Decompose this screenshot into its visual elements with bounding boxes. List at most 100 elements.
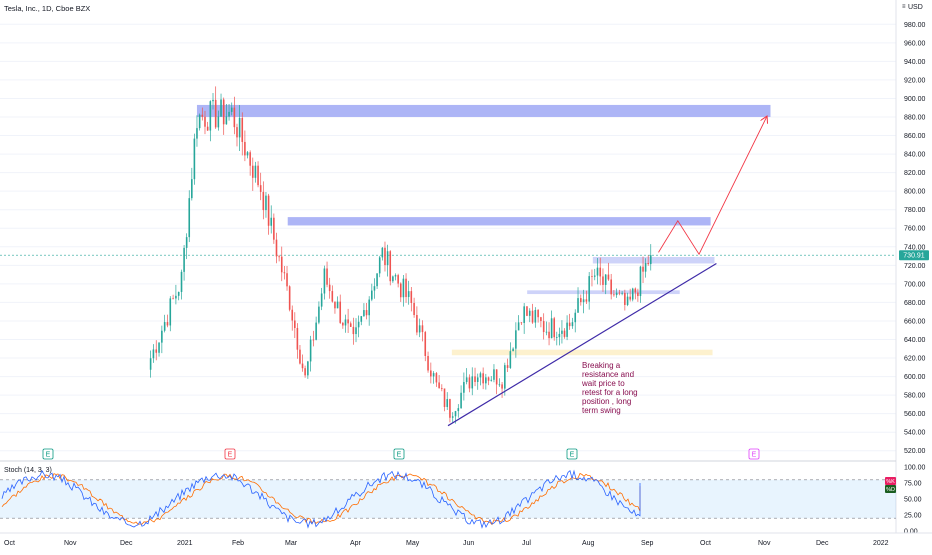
annotation-line: retest for a long bbox=[582, 388, 638, 397]
candle-body bbox=[251, 165, 254, 178]
candles-layer bbox=[149, 86, 652, 424]
candle-body bbox=[357, 321, 360, 328]
trendline[interactable] bbox=[447, 262, 717, 427]
candle-body bbox=[180, 271, 183, 292]
candle-body bbox=[407, 291, 410, 298]
time-label: Oct bbox=[700, 540, 711, 547]
price-axis[interactable]: 980.00 960.00 940.00 920.00 900.00 880.00 860.… bbox=[904, 22, 926, 455]
candle-body bbox=[158, 342, 160, 353]
candle-body bbox=[553, 318, 556, 338]
oscillator-tick: 50.00 bbox=[904, 497, 922, 504]
candle-body bbox=[644, 263, 647, 272]
candle-body bbox=[222, 99, 225, 125]
candle-body bbox=[363, 310, 365, 317]
oscillator-tick: 100.00 bbox=[904, 465, 926, 472]
earnings-marker-upcoming[interactable]: E bbox=[748, 448, 760, 460]
time-label: Feb bbox=[232, 540, 244, 547]
stoch-d-badge[interactable]: %D bbox=[885, 485, 896, 493]
settings-icon[interactable]: ≡ bbox=[902, 4, 906, 10]
annotation-line: wait price to bbox=[581, 379, 625, 388]
oscillator-axis[interactable]: 100.00 75.00 50.00 25.00 0.00 bbox=[904, 465, 926, 536]
time-axis[interactable]: Oct Nov Dec 2021 Feb Mar Apr May Jun Jul… bbox=[4, 540, 889, 547]
candle-body bbox=[602, 276, 604, 285]
candle-body bbox=[460, 392, 462, 409]
candle-body bbox=[294, 320, 296, 329]
candle-body bbox=[169, 298, 172, 326]
candle-body bbox=[318, 306, 320, 323]
oscillator-label[interactable]: Stoch (14, 3, 3) bbox=[4, 467, 52, 474]
candle-body bbox=[410, 291, 413, 303]
candle-body bbox=[471, 376, 474, 389]
event-label: E bbox=[46, 452, 51, 459]
candle-body bbox=[582, 299, 585, 303]
price-tick: 620.00 bbox=[904, 356, 926, 363]
candle-body bbox=[384, 247, 386, 266]
candle-body bbox=[542, 321, 545, 333]
stoch-k-tag: %K bbox=[886, 479, 895, 485]
earnings-marker[interactable]: E bbox=[42, 448, 54, 460]
earnings-marker[interactable]: E bbox=[566, 448, 578, 460]
candle-body bbox=[326, 268, 328, 285]
price-tick: 780.00 bbox=[904, 207, 926, 214]
resistance-zone bbox=[287, 217, 711, 226]
price-tick: 660.00 bbox=[904, 318, 926, 325]
candle-body bbox=[421, 325, 424, 333]
candle-body bbox=[349, 323, 352, 327]
candle-body bbox=[206, 126, 209, 131]
support-zone bbox=[451, 349, 713, 356]
candle-body bbox=[217, 116, 220, 128]
price-tick: 720.00 bbox=[904, 263, 926, 270]
candle-body bbox=[591, 276, 593, 277]
annotation-note[interactable]: Breaking a resistance and wait price to … bbox=[581, 361, 640, 415]
candle-body bbox=[490, 379, 493, 381]
candle-body bbox=[465, 377, 468, 383]
candle-body bbox=[336, 301, 339, 309]
symbol-title[interactable]: Tesla, Inc., 1D, Cboe BZX bbox=[4, 4, 90, 13]
candle-body bbox=[262, 191, 265, 211]
candle-body bbox=[323, 268, 326, 294]
candle-body bbox=[528, 310, 531, 316]
candle-body bbox=[637, 292, 639, 297]
candle-body bbox=[270, 217, 273, 226]
stoch-k-badge[interactable]: %K bbox=[885, 477, 896, 485]
candle-body bbox=[563, 330, 566, 337]
grid bbox=[0, 23, 896, 452]
candle-body bbox=[599, 267, 602, 277]
stoch-k-line bbox=[1, 469, 641, 529]
zones-layer bbox=[196, 104, 771, 356]
candle-body bbox=[526, 306, 528, 316]
candle-body bbox=[413, 302, 415, 316]
price-tick: 920.00 bbox=[904, 77, 926, 84]
candle-body bbox=[498, 384, 501, 386]
price-tick: 520.00 bbox=[904, 448, 926, 455]
earnings-marker[interactable]: E bbox=[224, 448, 236, 460]
event-markers[interactable]: E E E E E bbox=[42, 448, 760, 460]
currency-label[interactable]: USD bbox=[908, 4, 923, 11]
candle-body bbox=[392, 276, 394, 282]
price-tick: 960.00 bbox=[904, 40, 926, 47]
candle-body bbox=[347, 319, 349, 324]
candle-body bbox=[626, 296, 629, 305]
candle-body bbox=[487, 377, 490, 381]
candle-body bbox=[457, 408, 460, 412]
candle-body bbox=[624, 292, 626, 305]
price-tick: 800.00 bbox=[904, 189, 926, 196]
candle-body bbox=[291, 309, 294, 321]
candle-body bbox=[512, 348, 514, 352]
event-label: E bbox=[397, 452, 402, 459]
projection-path[interactable] bbox=[658, 117, 766, 256]
candle-body bbox=[191, 179, 193, 199]
candle-body bbox=[230, 107, 233, 112]
candle-body bbox=[386, 251, 389, 266]
candle-body bbox=[334, 301, 336, 309]
candle-body bbox=[344, 319, 347, 326]
time-label: Dec bbox=[816, 540, 829, 547]
price-tick: 560.00 bbox=[904, 411, 926, 418]
candle-body bbox=[394, 275, 397, 277]
earnings-marker[interactable]: E bbox=[393, 448, 405, 460]
current-price-badge[interactable]: 730.91 bbox=[899, 250, 929, 261]
candle-body bbox=[399, 283, 402, 298]
candle-body bbox=[485, 377, 487, 384]
